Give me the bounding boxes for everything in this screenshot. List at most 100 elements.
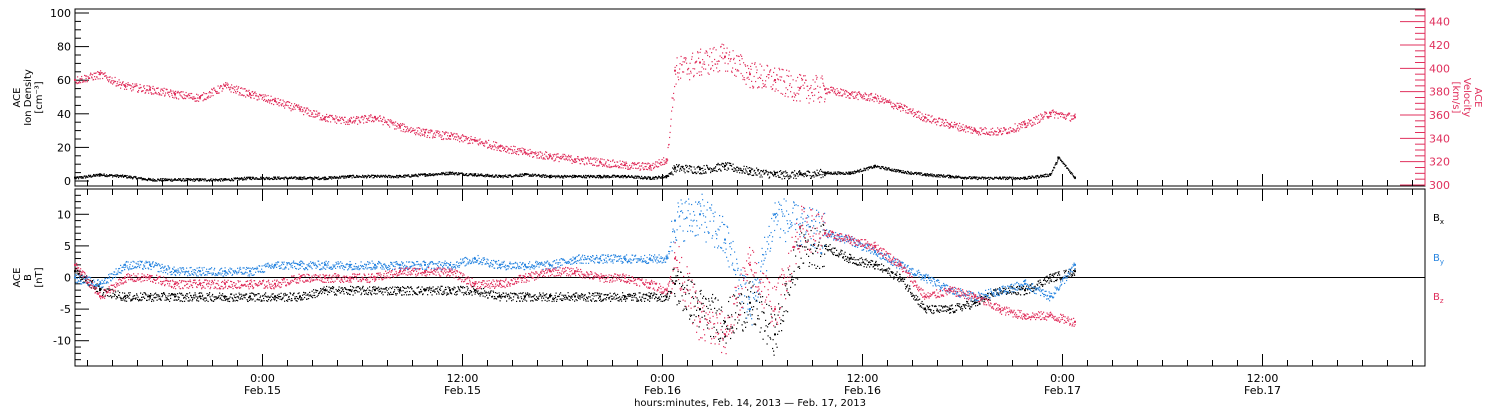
velocity-series-sample [598,164,600,166]
density-series-sample [419,173,421,176]
b-series-bx-sample [257,293,259,295]
density-series-point [799,173,801,176]
b-series-bx-sample [233,294,235,296]
b-series-bx-sample [421,286,423,288]
density-series-sample [422,174,424,176]
density-series-sample [304,176,306,178]
b-series-bx-sample [197,296,199,298]
velocity-series-sample [394,124,396,126]
density-series-sample [882,166,884,168]
velocity-series-sample [593,164,595,166]
velocity-series-sample [1048,116,1050,118]
b-series-bx-sample [440,285,442,287]
density-series-sample [988,176,990,178]
velocity-series-sample [152,87,154,90]
velocity-series-sample [1040,113,1042,115]
velocity-series-sample [603,164,605,166]
density-series-sample [730,162,732,165]
density-series-sample [240,178,242,180]
density-series-sample [1024,178,1026,180]
b-series-bx-sample [188,300,190,302]
b-series-bx-sample [406,290,408,293]
density-series-sample [891,170,893,172]
velocity-series-sample [202,94,204,96]
velocity-series-sample [1049,112,1051,114]
velocity-series-sample [823,85,825,87]
b-series-bx-sample [140,299,142,302]
density-series-sample [732,163,734,165]
velocity-series-sample [794,93,796,95]
b-series-bx-sample [129,292,131,294]
velocity-series-sample [138,89,140,92]
velocity-series-sample [248,89,250,91]
velocity-series-sample [904,104,906,107]
density-series-sample [797,175,799,177]
velocity-series-sample [711,52,713,54]
b-series-bx-sample [108,288,110,290]
density-series-sample [928,175,930,177]
density-series-sample [528,175,530,177]
b-series-bx-sample [376,287,378,289]
velocity-series-sample [727,70,729,72]
velocity-series-sample [600,158,602,160]
density-axis-title-line: [cm⁻³] [34,81,45,113]
velocity-series-sample [773,71,775,74]
velocity-series-sample [999,130,1001,132]
density-series-sample [1005,178,1007,181]
velocity-series-sample [405,130,407,132]
velocity-series-sample [766,75,768,78]
b-series-bx-sample [191,296,193,299]
velocity-series-sample [794,96,796,98]
velocity-series-sample [911,113,913,115]
velocity-series-sample [521,150,523,152]
velocity-series-sample [1022,124,1024,126]
velocity-series-sample [327,116,329,118]
velocity-series-sample [294,108,296,110]
b-series-bx-sample [174,299,176,301]
density-series-sample [705,171,707,173]
velocity-series-sample [675,83,677,85]
velocity-series-sample [760,77,762,80]
density-series-sample [217,180,219,182]
density-series-sample [767,173,769,175]
velocity-series-sample [833,88,835,90]
b-series-bx-sample [168,293,170,295]
density-series-sample [1045,173,1047,175]
b-series-bx-sample [80,275,82,277]
velocity-series-sample [934,118,936,120]
density-series-sample [866,167,868,170]
density-series-sample [837,173,839,175]
b-series-bx-sample [305,294,307,296]
b-series-bx-sample [319,292,321,294]
density-series-sample [1036,177,1038,179]
density-series-sample [583,174,585,177]
velocity-series-sample [498,146,500,148]
density-series-sample [396,177,398,179]
density-series-sample [1016,177,1018,179]
velocity-series-point [974,129,976,132]
b-series-bx-sample [290,300,292,302]
velocity-series-sample [690,72,692,74]
velocity-series-sample [782,69,784,71]
velocity-series-sample [649,167,651,169]
velocity-series-sample [778,79,780,81]
b-series-bx-sample [262,295,264,297]
velocity-series-sample [356,116,358,118]
b-series-bx-sample [80,279,82,281]
velocity-series-sample [755,66,757,68]
b-series-bx-sample [167,295,169,297]
velocity-series-sample [236,88,238,91]
b-series-bx-point [149,295,151,298]
velocity-series-sample [197,94,199,96]
b-series-bx-sample [393,290,395,293]
velocity-series-sample [689,62,691,64]
density-series-sample [743,165,745,167]
density-series-sample [617,175,619,178]
density-series-sample [380,174,382,176]
velocity-series-sample [262,94,264,96]
density-series-sample [445,174,447,176]
b-series-bx-sample [360,293,362,296]
b-series-bx-sample [420,288,422,291]
density-series-sample [666,176,668,179]
velocity-series-sample [298,104,300,106]
